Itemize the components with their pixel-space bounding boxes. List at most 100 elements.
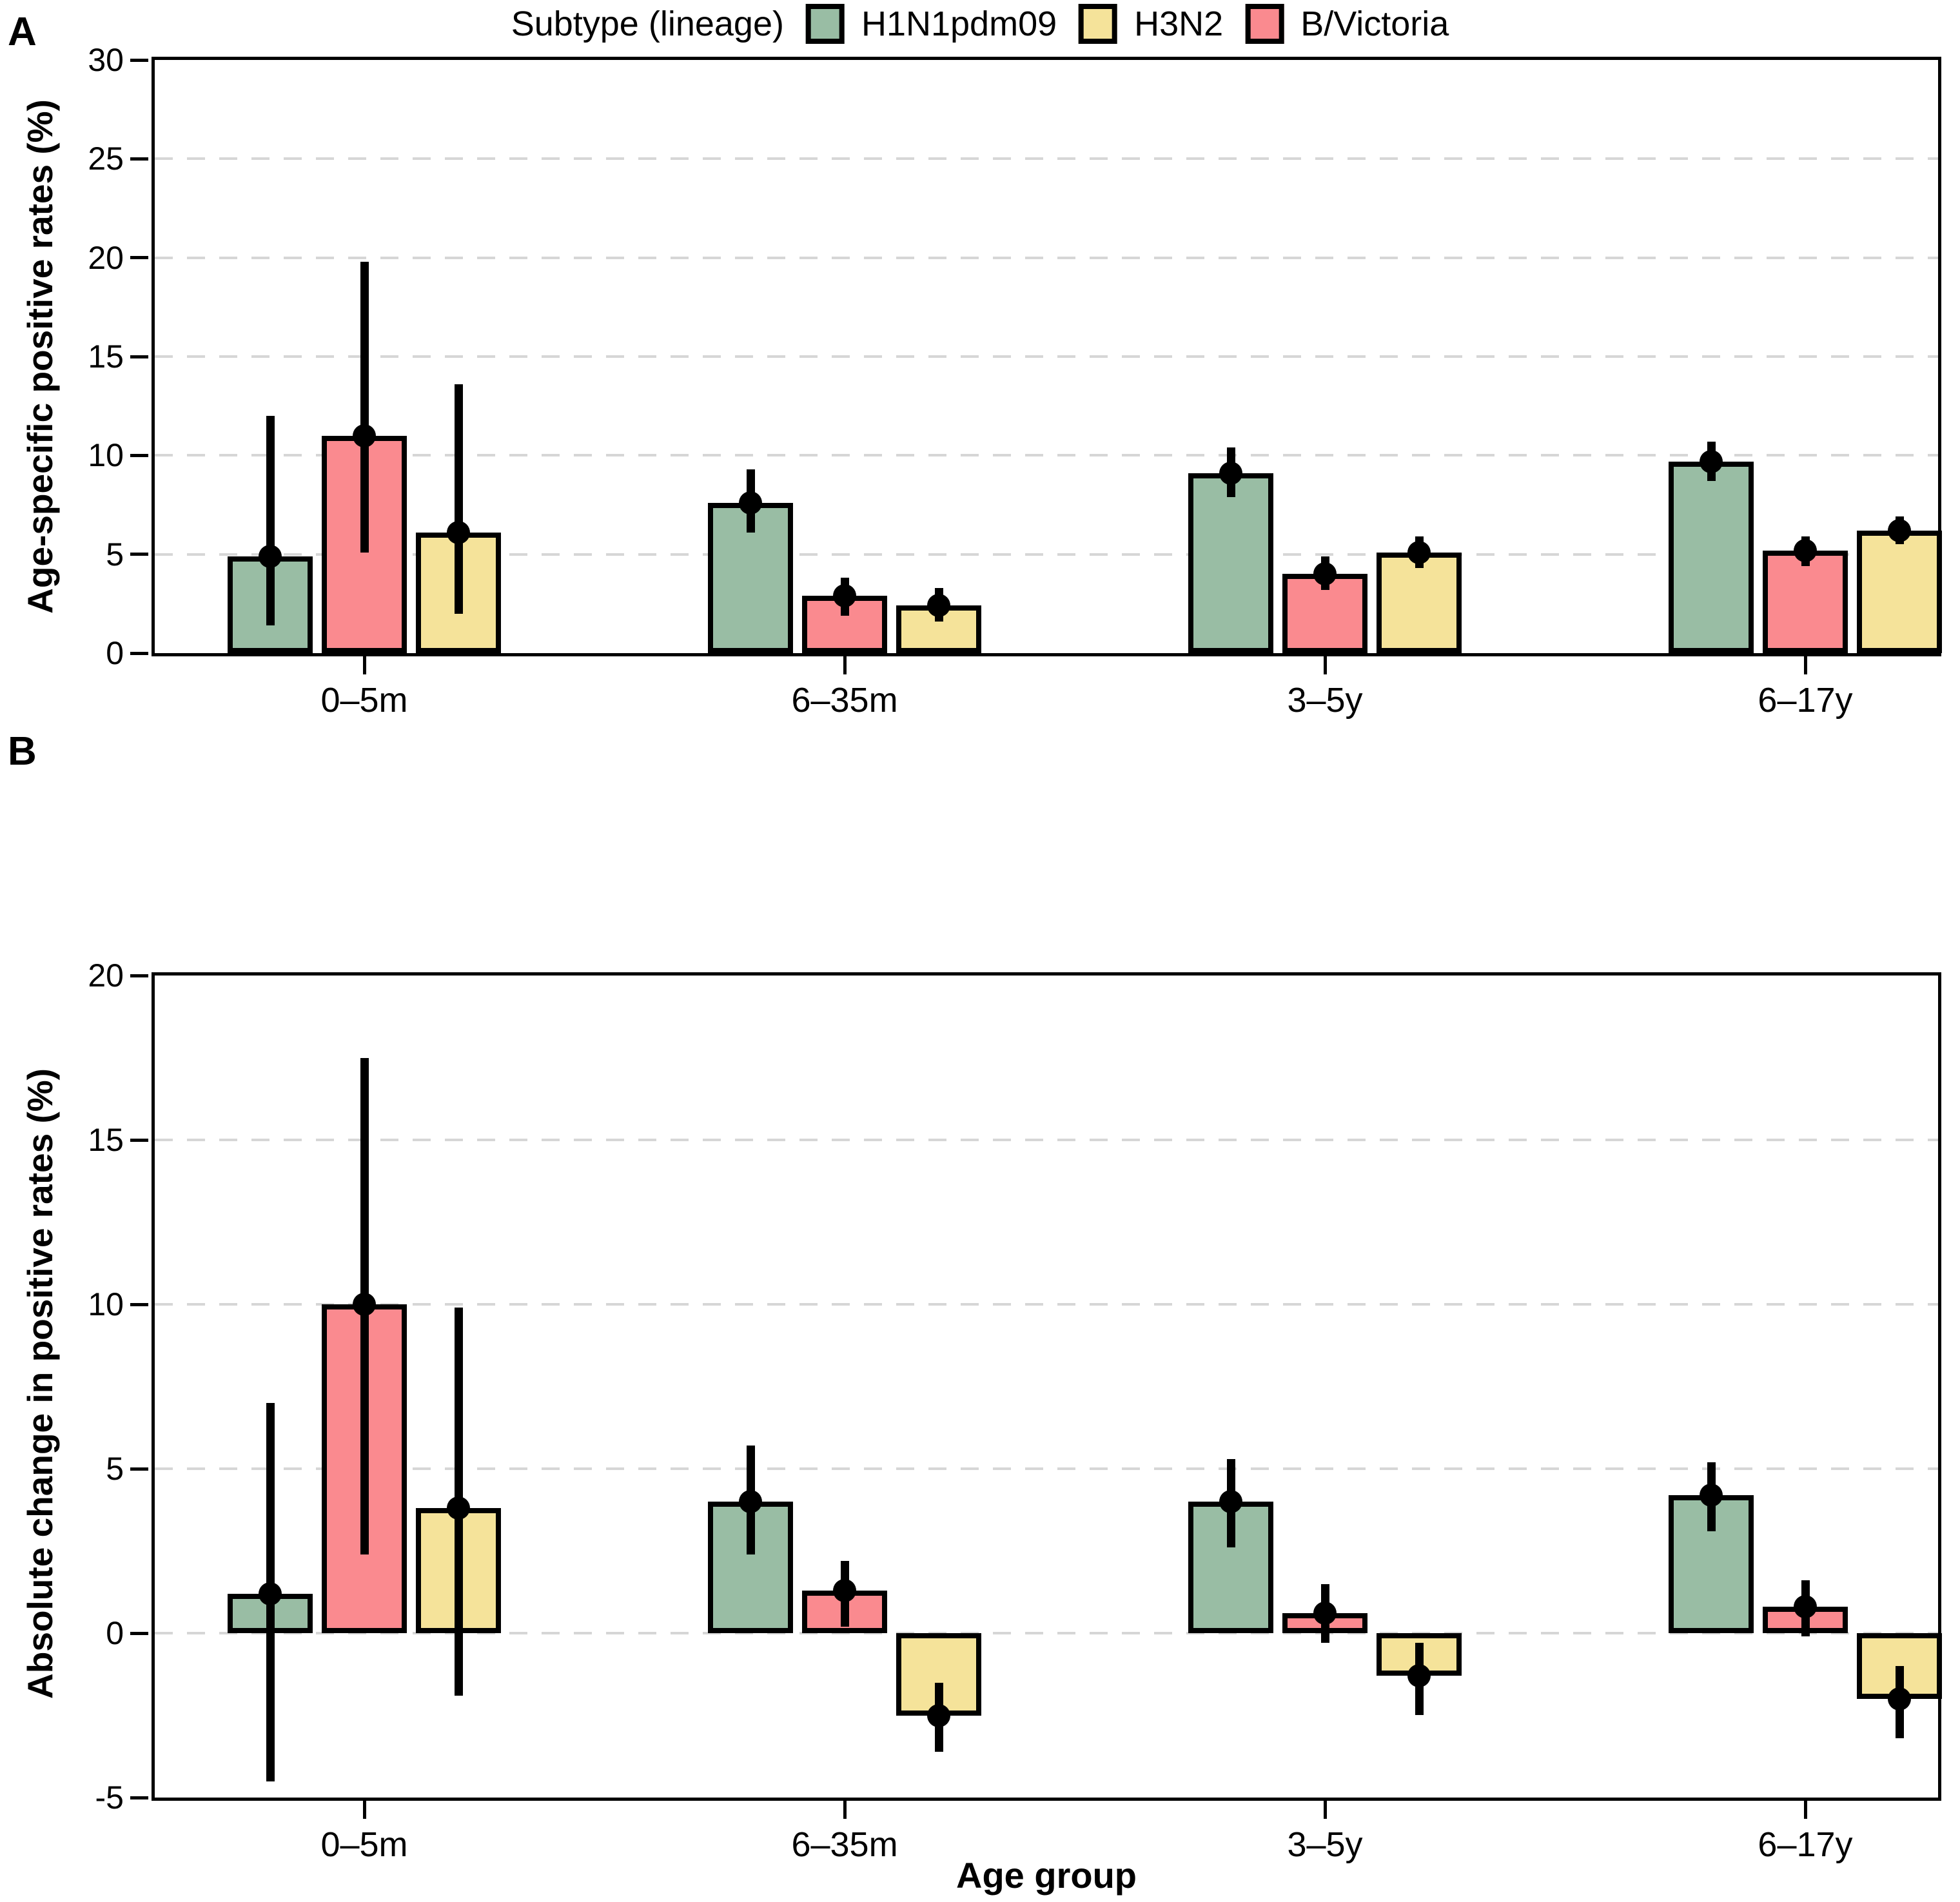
point-estimate-dot-h3n2-6-17y xyxy=(1888,1687,1911,1711)
panel-b-y-axis-title: Absolute change in positive rates (%) xyxy=(20,1068,60,1699)
x-tick xyxy=(1803,1801,1807,1819)
x-tick-label-0-5m: 0–5m xyxy=(320,681,408,720)
point-estimate-dot-h1n1pdm09-3-5y xyxy=(1219,461,1242,485)
point-estimate-dot-b-victoria-0-5m xyxy=(353,1293,376,1316)
gridline-y-15 xyxy=(155,1139,1938,1141)
point-estimate-dot-h3n2-3-5y xyxy=(1407,1664,1431,1688)
point-estimate-dot-h3n2-0-5m xyxy=(447,1496,470,1520)
x-tick-label-6-17y: 6–17y xyxy=(1758,681,1853,720)
point-estimate-dot-h1n1pdm09-0-5m xyxy=(259,544,282,568)
y-tick xyxy=(130,58,148,62)
legend: Subtype (lineage) H1N1pdm09 H3N2 B/Victori… xyxy=(511,4,1449,44)
y-tick-label: 0 xyxy=(106,635,124,671)
gridline-y-10 xyxy=(155,454,1938,457)
y-tick xyxy=(130,1467,148,1471)
legend-swatch-h1n1pdm09-icon xyxy=(805,4,845,44)
y-tick xyxy=(130,1631,148,1635)
x-tick-label-0-5m: 0–5m xyxy=(320,1825,408,1864)
gridline-y-15 xyxy=(155,355,1938,358)
y-tick-label: 5 xyxy=(106,1451,124,1487)
point-estimate-dot-h3n2-6-35m xyxy=(927,1703,950,1727)
y-tick-label: -5 xyxy=(95,1779,124,1816)
x-tick-label-6-35m: 6–35m xyxy=(791,1825,898,1864)
point-estimate-dot-h1n1pdm09-6-35m xyxy=(739,491,762,515)
gridline-y-5 xyxy=(155,553,1938,556)
y-tick-label: 10 xyxy=(88,1286,124,1322)
gridline-y-5 xyxy=(155,1467,1938,1470)
y-tick xyxy=(130,453,148,457)
legend-label: H3N2 xyxy=(1134,5,1224,43)
gridline-y-25 xyxy=(155,157,1938,161)
legend-item-h3n2: H3N2 xyxy=(1079,4,1223,44)
x-tick xyxy=(362,656,366,674)
y-tick-label: 15 xyxy=(88,1122,124,1158)
y-tick-label: 25 xyxy=(88,141,124,177)
point-estimate-dot-h3n2-3-5y xyxy=(1407,540,1431,564)
point-estimate-dot-h3n2-6-17y xyxy=(1888,518,1911,542)
point-estimate-dot-h1n1pdm09-3-5y xyxy=(1219,1490,1242,1513)
point-estimate-dot-h3n2-0-5m xyxy=(447,520,470,544)
panel-b-plot-area: -5 0 5 10 15 20 0–5m 6–35m 3–5y 6–17y xyxy=(88,959,1942,1863)
point-estimate-dot-h1n1pdm09-6-17y xyxy=(1700,449,1723,473)
x-axis-title: Age group xyxy=(956,1855,1137,1896)
y-tick xyxy=(130,1138,148,1142)
y-tick xyxy=(130,553,148,556)
gridline-y-20 xyxy=(155,256,1938,259)
point-estimate-dot-b-victoria-3-5y xyxy=(1313,562,1337,586)
error-bar-h3n2-0-5m xyxy=(454,384,463,614)
x-tick-label-3-5y: 3–5y xyxy=(1287,1825,1363,1864)
x-tick-label-3-5y: 3–5y xyxy=(1287,681,1363,720)
x-tick xyxy=(362,1801,366,1819)
error-bar-b-victoria-0-5m xyxy=(360,261,369,553)
point-estimate-dot-b-victoria-6-17y xyxy=(1794,538,1817,562)
y-tick-label: 10 xyxy=(88,437,124,474)
panel-a-tag: A xyxy=(8,10,37,54)
x-tick xyxy=(843,1801,847,1819)
point-estimate-dot-b-victoria-0-5m xyxy=(353,424,376,447)
y-tick xyxy=(130,256,148,260)
y-tick xyxy=(130,157,148,161)
y-tick-label: 5 xyxy=(106,536,124,573)
panel-b-tag: B xyxy=(8,729,37,774)
y-tick-label: 15 xyxy=(88,338,124,375)
y-tick-label: 0 xyxy=(106,1615,124,1651)
panel-a-plot-area: 0 5 10 15 20 25 30 0–5m 6–35m 3–5y 6–17y xyxy=(88,43,1942,718)
legend-label: H1N1pdm09 xyxy=(861,5,1057,43)
y-tick-label: 20 xyxy=(88,957,124,994)
error-bar-h1n1pdm09-0-5m xyxy=(266,416,275,626)
x-tick-label-6-17y: 6–17y xyxy=(1758,1825,1853,1864)
legend-item-h1n1pdm09: H1N1pdm09 xyxy=(805,4,1057,44)
bar-h1n1pdm09-6-17y xyxy=(1669,461,1754,653)
y-tick xyxy=(130,1302,148,1306)
y-tick xyxy=(130,1796,148,1799)
point-estimate-dot-h3n2-6-35m xyxy=(927,594,950,618)
y-tick xyxy=(130,355,148,358)
x-tick xyxy=(1323,656,1327,674)
point-estimate-dot-h1n1pdm09-6-17y xyxy=(1700,1483,1723,1507)
point-estimate-dot-h1n1pdm09-6-35m xyxy=(739,1490,762,1513)
legend-title: Subtype (lineage) xyxy=(511,5,784,43)
legend-swatch-h3n2-icon xyxy=(1079,4,1118,44)
y-tick-label: 30 xyxy=(88,42,124,78)
y-tick xyxy=(130,651,148,655)
point-estimate-dot-h1n1pdm09-0-5m xyxy=(259,1582,282,1605)
x-tick xyxy=(1803,656,1807,674)
x-tick xyxy=(1323,1801,1327,1819)
point-estimate-dot-b-victoria-6-17y xyxy=(1794,1595,1817,1619)
point-estimate-dot-b-victoria-3-5y xyxy=(1313,1602,1337,1625)
gridline-y-10 xyxy=(155,1303,1938,1306)
point-estimate-dot-b-victoria-6-35m xyxy=(833,584,856,608)
legend-swatch-b-victoria-icon xyxy=(1245,4,1284,44)
bar-h1n1pdm09-3-5y xyxy=(1188,473,1273,653)
bar-h3n2-6-17y xyxy=(1857,530,1942,653)
legend-label: B/Victoria xyxy=(1300,5,1449,43)
y-tick xyxy=(130,974,148,977)
gridline-y-0 xyxy=(155,1632,1938,1634)
bar-b-victoria-6-17y xyxy=(1763,550,1848,653)
x-tick-label-6-35m: 6–35m xyxy=(791,681,898,720)
x-tick xyxy=(843,656,847,674)
point-estimate-dot-b-victoria-6-35m xyxy=(833,1578,856,1602)
y-tick-label: 20 xyxy=(88,239,124,276)
legend-item-b-victoria: B/Victoria xyxy=(1245,4,1449,44)
